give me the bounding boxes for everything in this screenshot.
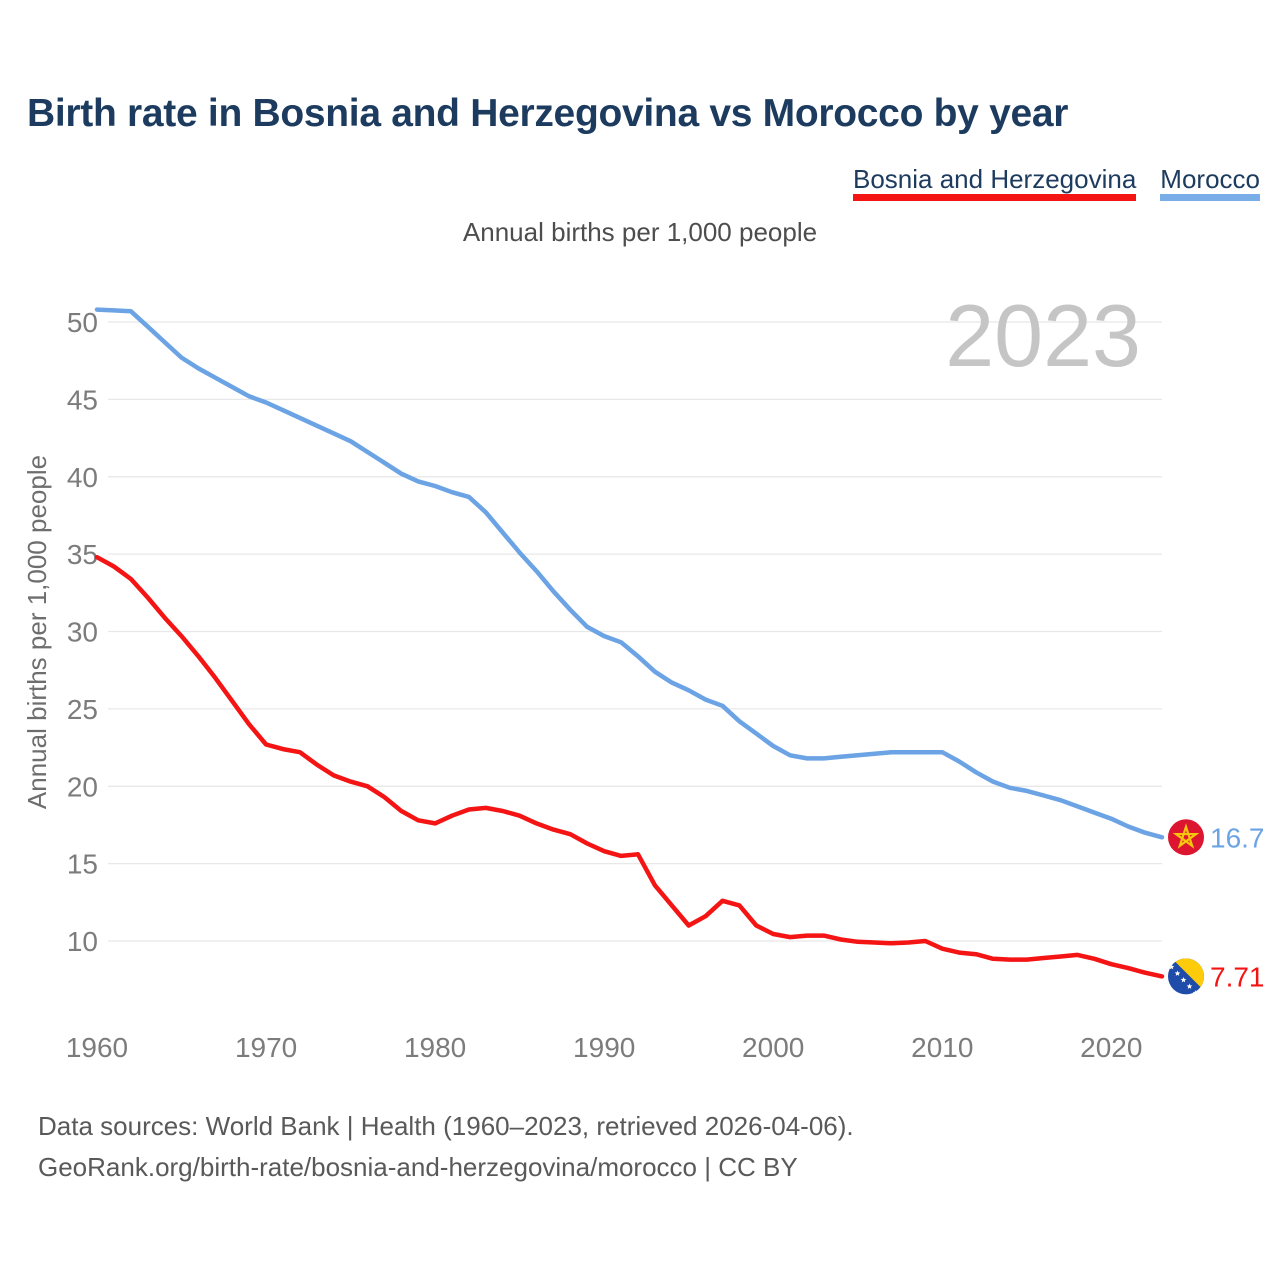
series-line-morocco[interactable] <box>94 307 1165 840</box>
y-tick-label: 25 <box>67 694 98 725</box>
x-tick-label: 2010 <box>911 1032 973 1063</box>
y-tick-label: 10 <box>67 926 98 957</box>
y-tick-label: 50 <box>67 307 98 338</box>
y-tick-label: 45 <box>67 384 98 415</box>
x-tick-label: 1990 <box>573 1032 635 1063</box>
flag-circle <box>1168 819 1204 856</box>
flag-star <box>1180 976 1187 983</box>
footer-data-sources: Data sources: World Bank | Health (1960–… <box>38 1111 854 1141</box>
flag-triangle <box>1172 958 1204 992</box>
y-axis-title: Annual births per 1,000 people <box>22 455 52 809</box>
footer: Data sources: World Bank | Health (1960–… <box>38 1106 854 1188</box>
y-tick-label: 35 <box>67 539 98 570</box>
bosnia-flag-icon[interactable] <box>1168 958 1205 995</box>
legend-item-bosnia[interactable]: Bosnia and Herzegovina <box>853 164 1137 201</box>
pentagram-star <box>1172 823 1200 849</box>
legend: Bosnia and Herzegovina Morocco <box>853 164 1260 201</box>
x-tick-label: 1960 <box>66 1032 128 1063</box>
y-tick-label: 30 <box>67 617 98 648</box>
end-value-bosnia: 7.71 <box>1210 961 1265 992</box>
x-tick-label: 2000 <box>742 1032 804 1063</box>
year-watermark: 2023 <box>945 286 1141 385</box>
page-title: Birth rate in Bosnia and Herzegovina vs … <box>27 92 1069 135</box>
x-tick-label: 1970 <box>235 1032 297 1063</box>
end-value-morocco: 16.7 <box>1210 822 1265 853</box>
morocco-flag-icon[interactable] <box>1168 819 1204 856</box>
chart-subtitle: Annual births per 1,000 people <box>462 217 818 247</box>
y-tick-label: 20 <box>67 771 98 802</box>
legend-item-morocco[interactable]: Morocco <box>1160 164 1260 201</box>
flag-star <box>1174 970 1181 976</box>
series-line-bosnia[interactable] <box>94 554 1165 979</box>
flag-star <box>1168 963 1175 970</box>
x-tick-label: 1980 <box>404 1032 466 1063</box>
footer-attribution-url: GeoRank.org/birth-rate/bosnia-and-herzeg… <box>38 1152 798 1182</box>
y-tick-label: 40 <box>67 462 98 493</box>
x-tick-label: 2020 <box>1080 1032 1142 1063</box>
flag-star <box>1186 983 1193 989</box>
y-tick-label: 15 <box>67 849 98 880</box>
